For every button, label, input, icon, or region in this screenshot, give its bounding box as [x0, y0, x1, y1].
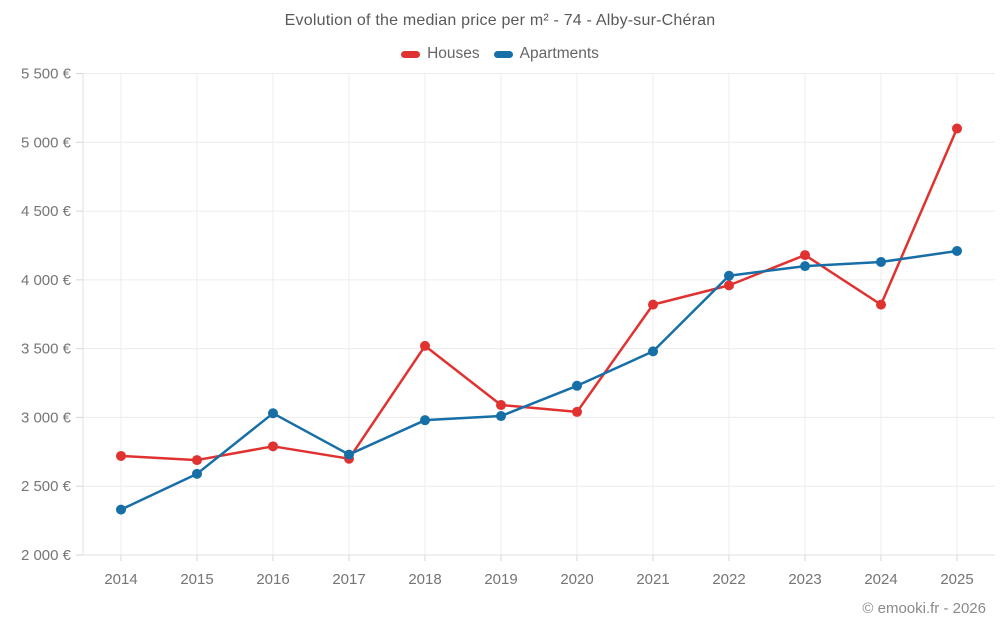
data-point-apartments-2022 — [724, 270, 734, 281]
data-point-houses-2018 — [420, 340, 430, 351]
data-point-apartments-2025 — [952, 245, 962, 256]
y-axis-label: 4 000 € — [21, 272, 72, 289]
data-point-houses-2021 — [648, 299, 658, 310]
data-point-houses-2025 — [952, 123, 962, 134]
legend-item-apartments[interactable]: Apartments — [493, 45, 599, 63]
data-point-apartments-2017 — [344, 449, 354, 460]
houses-swatch — [401, 50, 421, 58]
data-point-houses-2014 — [116, 450, 126, 461]
data-point-apartments-2024 — [876, 256, 886, 267]
series-line-apartments — [119, 249, 959, 511]
legend-label-houses: Houses — [427, 45, 480, 62]
legend-item-houses[interactable]: Houses — [401, 45, 480, 63]
x-axis-label: 2016 — [256, 571, 289, 588]
x-axis-label: 2018 — [408, 571, 441, 588]
x-axis-label: 2025 — [940, 571, 973, 588]
credit: © emooki.fr - 2026 — [862, 600, 986, 617]
data-point-apartments-2023 — [800, 261, 810, 272]
legend-label-apartments: Apartments — [519, 45, 599, 62]
data-point-houses-2016 — [268, 441, 278, 452]
x-axis-label: 2019 — [484, 571, 517, 588]
x-axis-label: 2015 — [180, 571, 213, 588]
data-point-houses-2015 — [192, 455, 202, 466]
x-axis-label: 2021 — [636, 571, 669, 588]
x-axis-label: 2022 — [712, 571, 745, 588]
data-point-houses-2023 — [800, 250, 810, 261]
y-axis-label: 3 000 € — [21, 409, 72, 426]
legend: Houses Apartments — [0, 45, 1000, 63]
x-axis-label: 2014 — [104, 571, 137, 588]
data-point-houses-2024 — [876, 299, 886, 310]
chart-title: Evolution of the median price per m² - 7… — [284, 12, 716, 29]
data-point-apartments-2016 — [268, 408, 278, 419]
y-axis-label: 5 000 € — [21, 134, 72, 151]
y-axis-label: 2 500 € — [21, 478, 72, 495]
x-axis-label: 2023 — [788, 571, 821, 588]
y-axis-label: 3 500 € — [21, 341, 72, 358]
data-point-apartments-2014 — [116, 504, 126, 515]
x-axis-label: 2024 — [864, 571, 897, 588]
y-axis-label: 4 500 € — [21, 203, 72, 220]
data-point-apartments-2019 — [496, 411, 506, 422]
data-point-houses-2019 — [496, 400, 506, 411]
series-line-houses — [119, 127, 959, 462]
x-axis-label: 2020 — [560, 571, 593, 588]
x-axis-label: 2017 — [332, 571, 365, 588]
data-point-apartments-2020 — [572, 380, 582, 391]
data-point-houses-2022 — [724, 280, 734, 291]
data-point-houses-2020 — [572, 406, 582, 417]
apartments-swatch — [493, 50, 513, 58]
data-point-apartments-2021 — [648, 346, 658, 357]
y-axis-label: 5 500 € — [21, 66, 72, 83]
data-point-apartments-2018 — [420, 415, 430, 426]
data-point-apartments-2015 — [192, 468, 202, 479]
y-axis-label: 2 000 € — [21, 547, 72, 564]
